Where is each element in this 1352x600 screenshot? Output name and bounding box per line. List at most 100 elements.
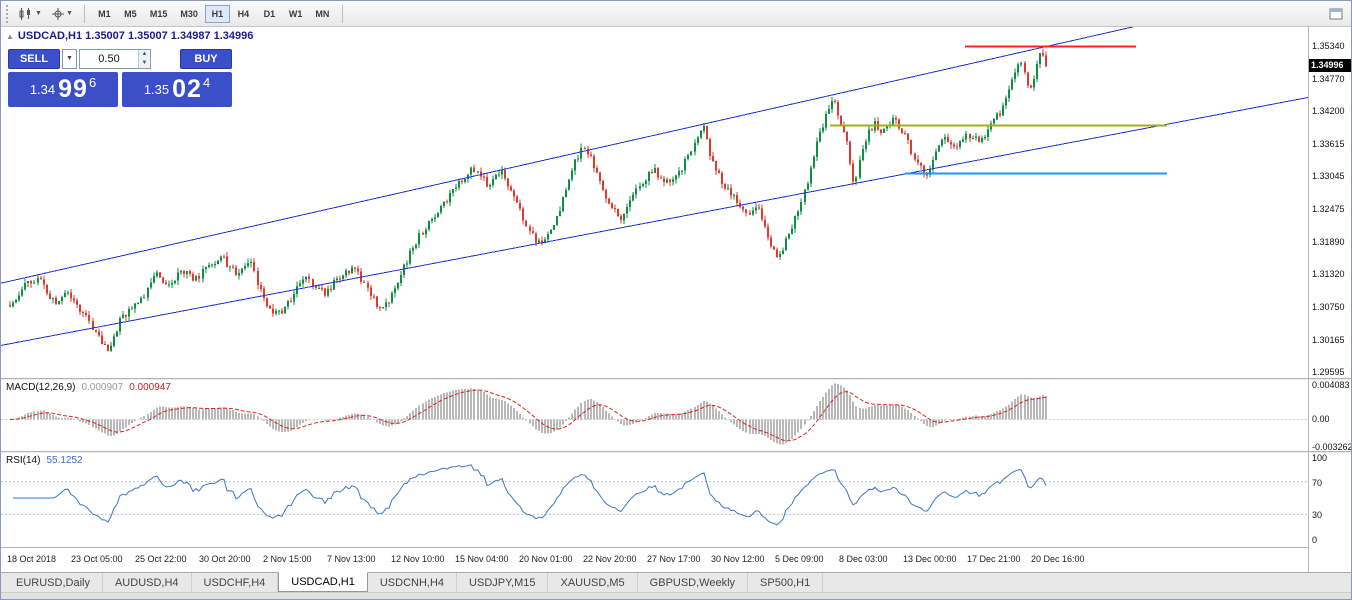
sell-button[interactable]: SELL: [8, 48, 60, 69]
sell-price-display[interactable]: 1.34 99 6: [8, 72, 118, 107]
bottom-strip: [1, 592, 1351, 599]
macd-panel[interactable]: MACD(12,26,9) 0.000907 0.000947: [1, 380, 1308, 451]
timeframe-h1[interactable]: H1: [204, 4, 230, 23]
macd-label: MACD(12,26,9) 0.000907 0.000947: [6, 382, 171, 393]
volume-dropdown-button[interactable]: ▼: [62, 48, 77, 69]
window-icon: [1329, 8, 1343, 19]
chart-tab-xauusd-m5[interactable]: XAUUSD,M5: [548, 573, 638, 592]
timeframe-m1[interactable]: M1: [92, 5, 117, 23]
volume-stepper[interactable]: ▲ ▼: [138, 49, 150, 68]
time-tick: 20 Nov 01:00: [519, 554, 573, 564]
axis-corner: [1309, 547, 1351, 572]
time-tick: 20 Dec 16:00: [1031, 554, 1085, 564]
price-tick: 1.30165: [1312, 334, 1345, 345]
buy-button[interactable]: BUY: [180, 48, 232, 69]
macd-tick: 0.00: [1312, 414, 1330, 425]
toolbar-separator: [83, 4, 85, 23]
crosshair-button[interactable]: ▼: [48, 4, 77, 24]
time-tick: 23 Oct 05:00: [71, 554, 123, 564]
stepper-down-icon[interactable]: ▼: [141, 59, 148, 66]
main-chart-panel[interactable]: ▲ USDCAD,H1 1.35007 1.35007 1.34987 1.34…: [1, 27, 1308, 378]
candlestick-chart-icon: [19, 7, 30, 20]
price-tick: 1.29595: [1312, 367, 1345, 378]
rsi-value: 55.1252: [46, 455, 83, 466]
timeframe-w1[interactable]: W1: [283, 5, 309, 23]
rsi-tick: 0: [1312, 535, 1318, 545]
time-tick: 7 Nov 13:00: [327, 554, 376, 564]
price-tick: 1.30750: [1312, 301, 1345, 312]
price-tick: 1.35340: [1312, 41, 1345, 52]
timeframe-mn[interactable]: MN: [309, 5, 335, 23]
chart-tab-usdchf-h4[interactable]: USDCHF,H4: [192, 573, 279, 592]
toolbar-more-button[interactable]: [1325, 4, 1347, 24]
rsi-tick: 30: [1312, 510, 1323, 521]
chart-tab-audusd-h4[interactable]: AUDUSD,H4: [103, 573, 192, 592]
chart-area: ▲ USDCAD,H1 1.35007 1.35007 1.34987 1.34…: [1, 27, 1351, 572]
time-tick: 15 Nov 04:00: [455, 554, 509, 564]
chart-header: ▲ USDCAD,H1 1.35007 1.35007 1.34987 1.34…: [6, 30, 253, 42]
chart-tab-eurusd-daily[interactable]: EURUSD,Daily: [4, 573, 103, 592]
rsi-axis[interactable]: 100 70 30 0: [1309, 453, 1351, 547]
toolbar-grip[interactable]: [6, 4, 10, 23]
sell-price-pips: 99: [58, 75, 88, 103]
timeframe-m5[interactable]: M5: [118, 5, 143, 23]
chart-tab-usdjpy-m15[interactable]: USDJPY,M15: [457, 573, 549, 592]
axis-separator: [1309, 378, 1351, 380]
chart-type-button[interactable]: ▼: [15, 4, 46, 24]
panel-separator[interactable]: [1, 378, 1308, 380]
macd-axis[interactable]: 0.004083 0.00 -0.003262: [1309, 380, 1351, 451]
chart-tab-usdcnh-h4[interactable]: USDCNH,H4: [368, 573, 458, 592]
price-tick: 1.33045: [1312, 171, 1345, 182]
rsi-panel[interactable]: RSI(14) 55.1252: [1, 453, 1308, 547]
macd-name: MACD(12,26,9): [6, 382, 76, 393]
time-tick: 2 Nov 15:00: [263, 554, 312, 564]
current-price-box: 1.34996: [1309, 59, 1351, 73]
sell-price-point: 6: [88, 75, 97, 90]
timeframe-h4[interactable]: H4: [231, 5, 256, 23]
macd-value-signal: 0.000947: [129, 382, 171, 393]
timeframe-m30[interactable]: M30: [174, 5, 204, 23]
chart-tab-usdcad-h1[interactable]: USDCAD,H1: [278, 572, 368, 592]
macd-tick: -0.003262: [1312, 442, 1351, 451]
plot-column: ▲ USDCAD,H1 1.35007 1.35007 1.34987 1.34…: [1, 27, 1308, 572]
collapse-arrow-icon[interactable]: ▲: [6, 31, 14, 41]
toolbar-separator: [342, 4, 344, 23]
price-tick: 1.34200: [1312, 105, 1345, 116]
chart-tab-gbpusd-weekly[interactable]: GBPUSD,Weekly: [638, 573, 749, 592]
volume-field[interactable]: 0.50 ▲ ▼: [79, 48, 151, 69]
chart-tab-sp500-h1[interactable]: SP500,H1: [748, 573, 824, 592]
one-click-trading-panel: SELL ▼ 0.50 ▲ ▼ BUY 1.34 99 6 1.35 02: [8, 48, 232, 107]
timeframe-group: M1 M5 M15 M30 H1 H4 D1 W1 MN: [92, 4, 336, 23]
time-tick: 25 Oct 22:00: [135, 554, 187, 564]
macd-plot[interactable]: [1, 380, 1308, 451]
time-tick: 5 Dec 09:00: [775, 554, 824, 564]
candlestick-plot[interactable]: [1, 27, 1308, 378]
time-axis[interactable]: 18 Oct 2018 23 Oct 05:00 25 Oct 22:00 30 Oc…: [1, 547, 1308, 572]
chevron-down-icon: ▼: [35, 10, 42, 17]
main-price-axis[interactable]: 1.35340 1.34770 1.34200 1.33615 1.33045 1.324…: [1309, 27, 1351, 378]
time-tick: 12 Nov 10:00: [391, 554, 445, 564]
rsi-tick: 100: [1312, 453, 1328, 463]
price-axis-column[interactable]: 1.35340 1.34770 1.34200 1.33615 1.33045 1.324…: [1308, 27, 1351, 572]
price-tick: 1.31890: [1312, 236, 1345, 247]
panel-separator[interactable]: [1, 451, 1308, 453]
symbol-ohlc-text: USDCAD,H1 1.35007 1.35007 1.34987 1.3499…: [17, 30, 254, 42]
time-tick: 13 Dec 00:00: [903, 554, 957, 564]
time-tick: 27 Nov 17:00: [647, 554, 701, 564]
macd-tick: 0.004083: [1312, 380, 1350, 390]
buy-price-display[interactable]: 1.35 02 4: [122, 72, 232, 107]
price-tick: 1.32475: [1312, 203, 1345, 214]
volume-value: 0.50: [98, 52, 120, 65]
rsi-name: RSI(14): [6, 455, 41, 466]
time-tick: 30 Nov 12:00: [711, 554, 765, 564]
time-tick: 18 Oct 2018: [7, 554, 57, 564]
rsi-plot[interactable]: [1, 453, 1308, 547]
timeframe-m15[interactable]: M15: [144, 5, 174, 23]
timeframe-d1[interactable]: D1: [257, 5, 282, 23]
macd-value-main: 0.000907: [81, 382, 124, 393]
time-tick: 8 Dec 03:00: [839, 554, 888, 564]
stepper-up-icon[interactable]: ▲: [141, 50, 148, 57]
buy-price-whole: 1.35: [143, 82, 170, 97]
time-tick: 30 Oct 20:00: [199, 554, 251, 564]
price-tick: 1.34770: [1312, 73, 1345, 84]
